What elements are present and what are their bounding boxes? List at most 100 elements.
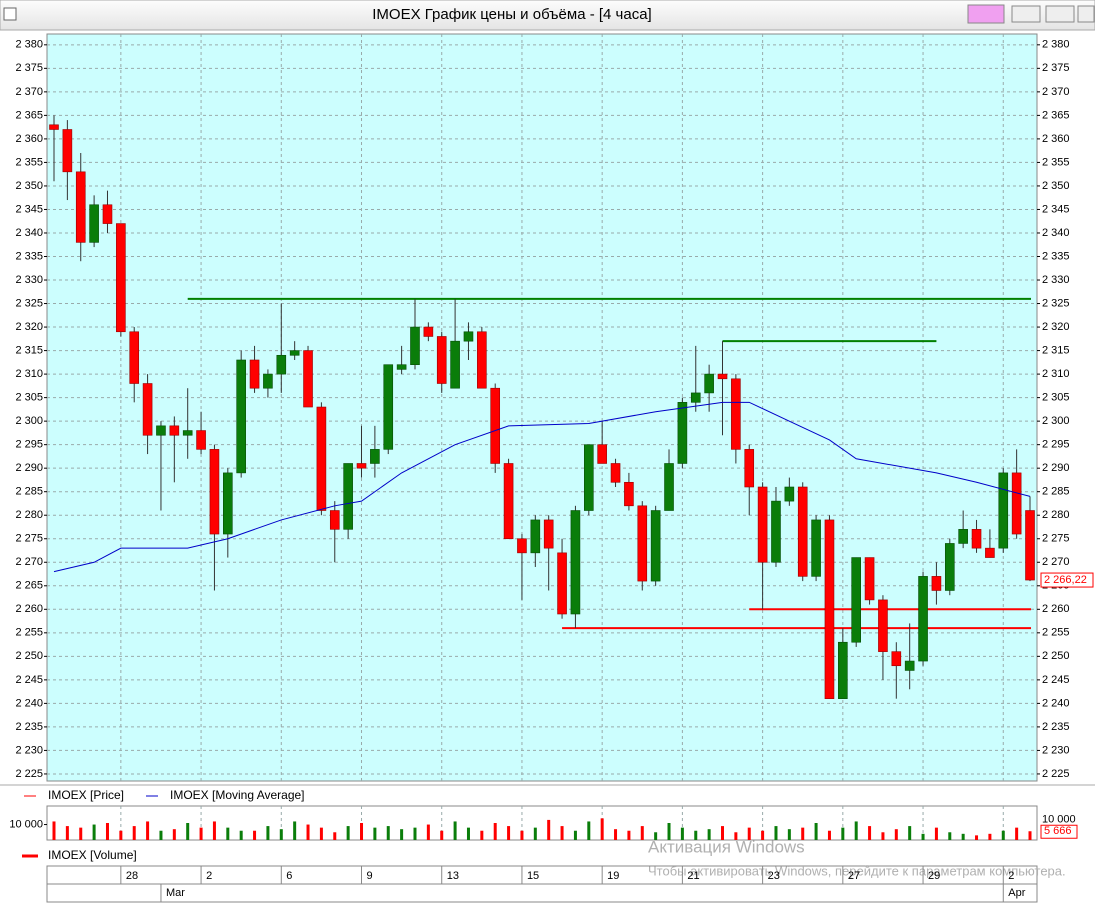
volume-bar	[319, 827, 323, 840]
candle-body	[878, 599, 888, 652]
y-tick-label-right: 2 340	[1042, 227, 1070, 239]
volume-bar	[105, 823, 109, 840]
candle-body	[370, 449, 380, 464]
volume-bar	[881, 832, 885, 840]
volume-bar	[787, 829, 791, 840]
y-tick-label-right: 2 325	[1042, 297, 1070, 309]
candle-body	[156, 425, 166, 436]
candle-body	[102, 204, 113, 224]
volume-bar	[560, 826, 564, 840]
volume-bar	[253, 830, 257, 840]
candle-body	[864, 557, 875, 601]
candle-body	[757, 486, 768, 563]
window-icon	[3, 7, 17, 21]
y-tick-label: 2 365	[15, 109, 43, 121]
x-tick-label: 29	[928, 870, 940, 882]
y-tick-label-right: 2 365	[1042, 109, 1070, 121]
candle-body	[851, 557, 862, 643]
y-tick-label: 2 230	[15, 744, 43, 756]
candle-body	[436, 336, 447, 384]
x-tick-label: 9	[367, 870, 373, 882]
candle-body	[263, 373, 273, 389]
y-tick-label-right: 2 260	[1042, 603, 1070, 615]
y-tick-label-right: 2 255	[1042, 627, 1070, 639]
volume-bar	[894, 829, 898, 840]
volume-bar	[934, 827, 938, 840]
volume-bar	[774, 826, 778, 840]
candle-body	[971, 529, 982, 549]
y-tick-label: 2 265	[15, 580, 43, 592]
y-tick-label-right: 2 250	[1042, 650, 1070, 662]
candle-body	[396, 364, 407, 370]
y-tick-label: 2 235	[15, 721, 43, 733]
candle-body	[985, 547, 995, 558]
candle-body	[503, 463, 514, 540]
volume-bar	[493, 823, 497, 840]
candle-body	[838, 641, 848, 699]
month-label: Apr	[1008, 887, 1025, 899]
candle-body	[169, 425, 180, 436]
y-tick-label: 2 250	[15, 650, 43, 662]
candle-body	[423, 326, 434, 337]
y-tick-label: 2 315	[15, 344, 43, 356]
y-tick-label: 2 225	[15, 768, 43, 780]
candle-body	[744, 449, 755, 488]
volume-bar	[306, 824, 310, 840]
volume-bar	[346, 826, 350, 840]
y-tick-label-right: 2 240	[1042, 697, 1070, 709]
volume-bar	[1028, 831, 1032, 840]
y-tick-label: 2 300	[15, 415, 43, 427]
x-tick-label: 28	[126, 870, 138, 882]
candle-body	[129, 331, 140, 384]
candle-body	[610, 463, 621, 483]
candle-body	[557, 552, 567, 615]
y-tick-label: 2 285	[15, 486, 43, 498]
y-tick-label-right: 2 295	[1042, 439, 1070, 451]
maximize-button[interactable]	[1045, 5, 1075, 23]
volume-bar	[79, 827, 83, 840]
candle-body	[784, 486, 795, 502]
volume-bar	[453, 821, 457, 840]
candle-body	[289, 350, 300, 356]
y-tick-label: 2 325	[15, 297, 43, 309]
candle-body	[1025, 510, 1035, 581]
y-tick-label-right: 2 380	[1042, 39, 1070, 51]
candle-body	[490, 387, 501, 464]
y-tick-label: 2 270	[15, 556, 43, 568]
y-tick-label: 2 380	[15, 39, 43, 51]
candle-body	[891, 651, 902, 667]
y-tick-label-right: 2 270	[1042, 556, 1070, 568]
minimize-button[interactable]	[1011, 5, 1041, 23]
candle-body	[1011, 472, 1022, 535]
candle-body	[918, 576, 928, 662]
watermark-text: Чтобы активировать Windows, перейдите к …	[648, 863, 1066, 878]
candle-body	[89, 204, 99, 243]
y-tick-label: 2 350	[15, 180, 43, 192]
candle-body	[276, 354, 287, 375]
candle-body	[944, 543, 955, 591]
volume-bar	[707, 829, 711, 840]
candle-body	[249, 359, 260, 389]
y-tick-label-right: 2 370	[1042, 86, 1070, 98]
close-button[interactable]	[1077, 5, 1095, 23]
link-button[interactable]	[967, 4, 1005, 24]
x-tick-label: 2	[1008, 870, 1014, 882]
x-tick-label: 23	[768, 870, 780, 882]
candle-body	[904, 660, 915, 671]
volume-tick-label-right: 10 000	[1042, 813, 1076, 825]
y-tick-label: 2 370	[15, 86, 43, 98]
last-volume-box	[1040, 824, 1078, 839]
x-tick-label: 19	[607, 870, 619, 882]
volume-bar	[520, 830, 524, 840]
volume-bar	[172, 829, 176, 840]
month-label: Mar	[166, 887, 185, 899]
volume-bar	[734, 832, 738, 840]
volume-bar	[226, 827, 230, 840]
candle-body	[182, 430, 193, 436]
volume-bar	[119, 830, 123, 840]
moving-average-line	[53, 401, 1031, 573]
volume-bar	[480, 830, 484, 840]
y-tick-label: 2 345	[15, 203, 43, 215]
candle-body	[356, 463, 367, 469]
candle-body	[75, 171, 86, 243]
